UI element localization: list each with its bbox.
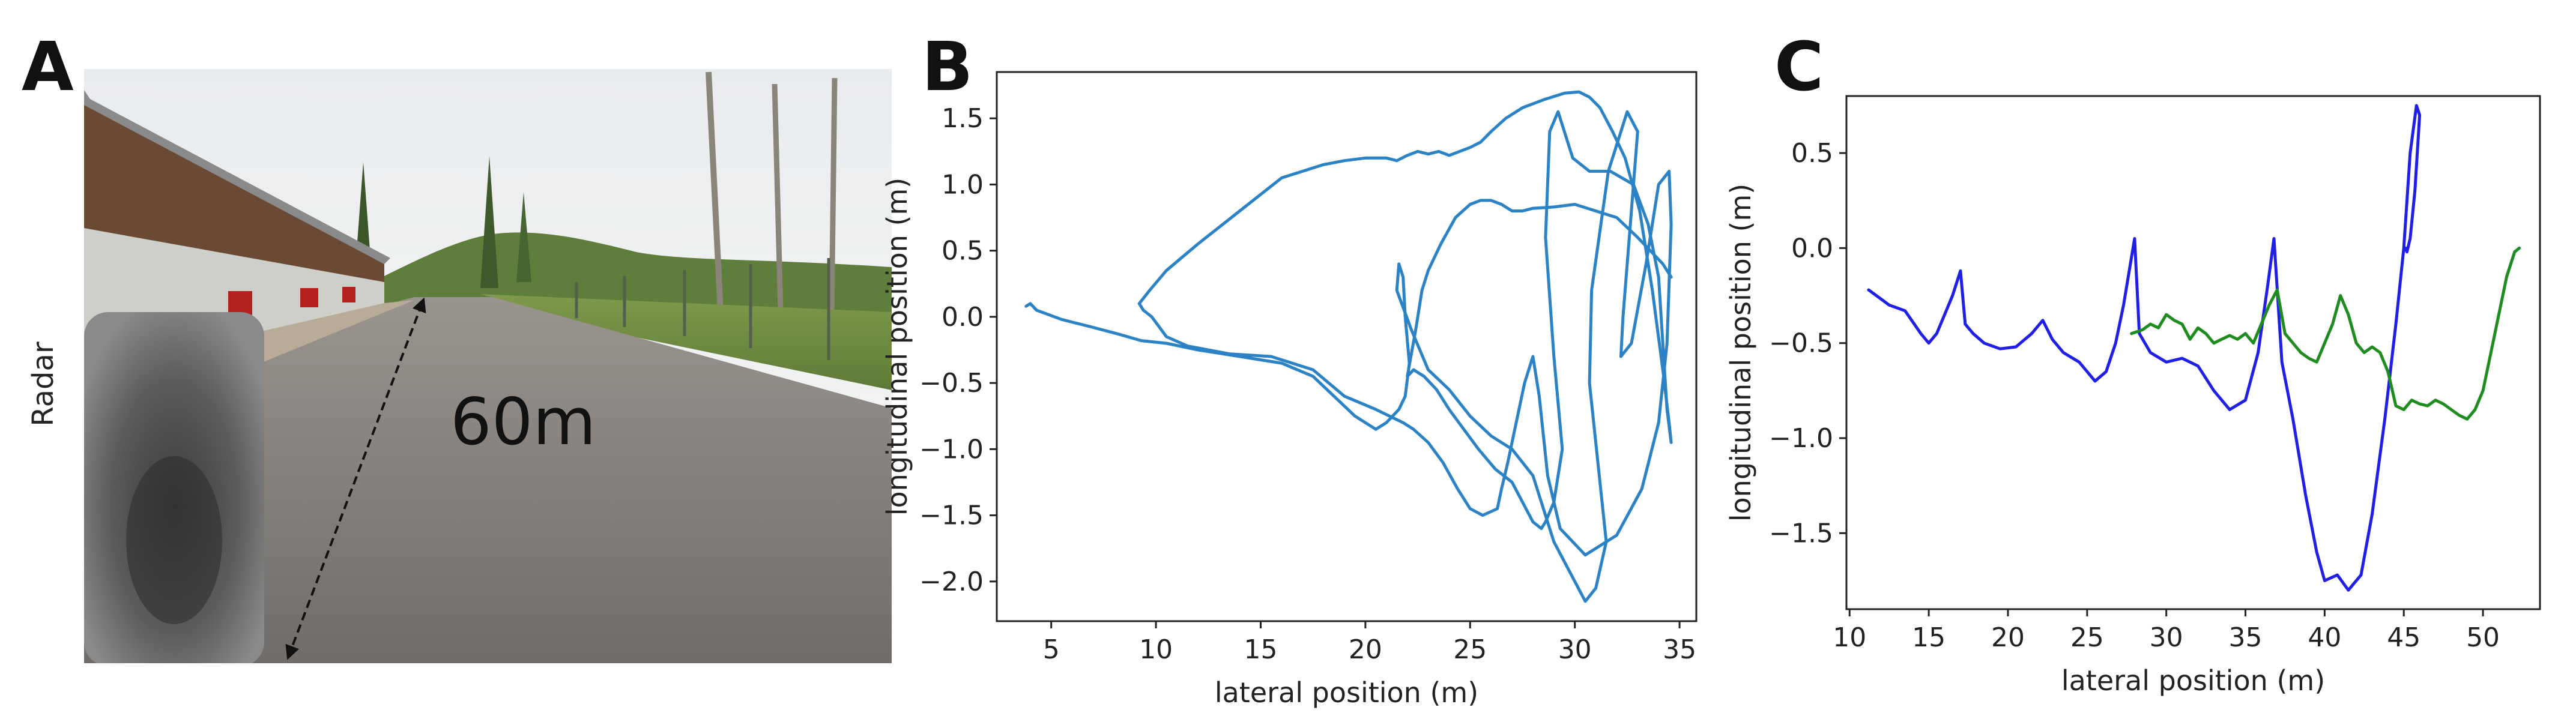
x-tick-label: 25 bbox=[2070, 622, 2104, 653]
panel-a-letter: A bbox=[22, 28, 74, 106]
y-tick-label: −0.5 bbox=[1769, 328, 1833, 359]
panel-c-letter: C bbox=[1774, 28, 1824, 106]
x-tick-label: 35 bbox=[2229, 622, 2263, 653]
y-tick-label: −1.0 bbox=[1769, 423, 1833, 454]
radar-label: Radar bbox=[26, 341, 60, 427]
x-tick-label: 40 bbox=[2308, 622, 2341, 653]
y-tick-label: 0.5 bbox=[1791, 138, 1833, 169]
y-tick-label: −1.5 bbox=[919, 501, 984, 531]
series-line-0 bbox=[1867, 104, 2422, 592]
x-tick-label: 45 bbox=[2387, 622, 2420, 653]
x-tick-label: 15 bbox=[1244, 634, 1277, 665]
y-tick-label: 1.5 bbox=[942, 103, 984, 134]
panel-b-letter: B bbox=[922, 28, 973, 106]
y-tick-label: 0.0 bbox=[1791, 233, 1833, 263]
road-photo bbox=[84, 69, 892, 663]
x-tick-label: 30 bbox=[2150, 622, 2183, 653]
chart-c: 10 15 20 25 30 35 40 45 50 −1.5 −1.0 −0.5 0.0 0.5 late… bbox=[1725, 95, 2541, 697]
x-tick-label: 35 bbox=[1663, 634, 1696, 665]
y-tick-label: −0.5 bbox=[919, 368, 984, 399]
series-line-1 bbox=[2130, 246, 2521, 421]
x-tick-label: 20 bbox=[1991, 622, 2025, 653]
plot-frame bbox=[1845, 95, 2541, 610]
x-tick-label: 30 bbox=[1558, 634, 1592, 665]
y-tick-label: −1.0 bbox=[919, 434, 984, 465]
distance-label: 60m bbox=[450, 385, 596, 460]
x-tick-label: 10 bbox=[1139, 634, 1173, 665]
y-tick-label: 0.0 bbox=[942, 302, 984, 332]
x-tick-label: 5 bbox=[1043, 634, 1060, 665]
y-axis-label: longitudinal position (m) bbox=[881, 178, 913, 516]
panel-a: A Radar bbox=[22, 28, 892, 663]
x-tick-label: 10 bbox=[1833, 622, 1866, 653]
panel-b: B 5 10 15 20 25 30 35 −2.0 −1.5 −1.0 −0.5 0.0 0.5 1.0… bbox=[881, 28, 1698, 709]
x-axis-label: lateral position (m) bbox=[1215, 676, 1478, 709]
panel-c: C 10 15 20 25 30 35 40 45 50 −1.5 −1.0 −0.5 0.0 0.5 la… bbox=[1725, 28, 2541, 697]
y-axis-label: longitudinal position (m) bbox=[1725, 184, 1757, 522]
series-line-0 bbox=[1024, 90, 1673, 603]
distance-arrow bbox=[285, 297, 426, 660]
plot-frame bbox=[996, 71, 1698, 622]
y-tick-label: −1.5 bbox=[1769, 518, 1833, 549]
x-axis-label: lateral position (m) bbox=[2061, 664, 2325, 697]
y-tick-label: −2.0 bbox=[919, 567, 984, 597]
x-tick-label: 20 bbox=[1349, 634, 1382, 665]
y-tick-label: 0.5 bbox=[942, 236, 984, 266]
y-tick-label: 1.0 bbox=[942, 169, 984, 200]
chart-b: 5 10 15 20 25 30 35 −2.0 −1.5 −1.0 −0.5 0.0 0.5 1.0 1.… bbox=[881, 71, 1698, 709]
x-tick-label: 50 bbox=[2466, 622, 2500, 653]
x-tick-label: 15 bbox=[1912, 622, 1946, 653]
x-tick-label: 25 bbox=[1453, 634, 1487, 665]
